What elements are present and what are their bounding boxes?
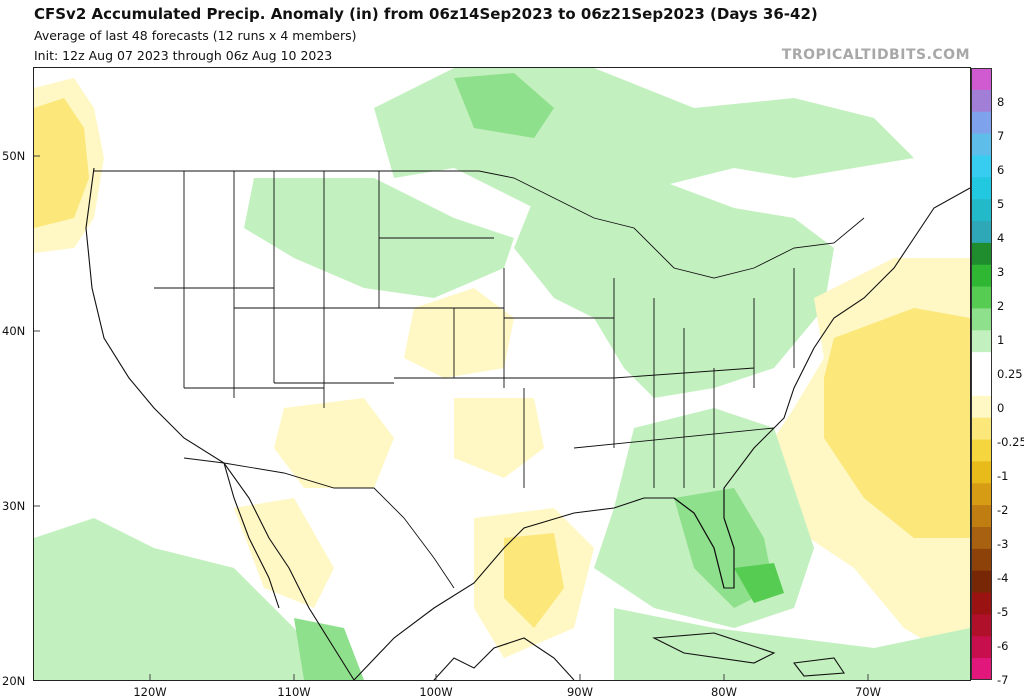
chart-subtitle: Average of last 48 forecasts (12 runs x … [34, 28, 357, 43]
colorbar-label: -6 [997, 639, 1009, 653]
anomaly-shading [34, 68, 970, 680]
colorbar-label: -7 [997, 673, 1009, 687]
colorbar-label: -2 [997, 503, 1009, 517]
colorbar-label: 1 [997, 333, 1005, 347]
colorbar-swatch [971, 264, 992, 288]
colorbar-swatch [971, 395, 992, 419]
lon-label-70w: 70W [854, 685, 882, 699]
state-lines-central [379, 237, 614, 488]
wet-area-mexico-pacific [34, 518, 334, 680]
colorbar-swatch [971, 111, 992, 135]
graticule [34, 155, 869, 680]
cuba [651, 632, 776, 664]
colorbar-label: 7 [997, 129, 1005, 143]
colorbar-swatch [971, 221, 992, 244]
west-coast [85, 167, 355, 680]
colorbar [971, 68, 992, 680]
borders [94, 170, 865, 589]
colorbar-swatch [971, 352, 992, 375]
wet-area-caribbean [614, 608, 970, 680]
canada-border [94, 170, 865, 279]
colorbar-label: 2 [997, 299, 1005, 313]
colorbar-swatch [971, 330, 992, 353]
colorbar-swatch [971, 155, 992, 178]
dry-area-texas [454, 398, 544, 478]
colorbar-label: -0.25 [997, 435, 1024, 449]
lat-label-30n: 30N [2, 499, 26, 513]
colorbar-swatch [971, 439, 992, 462]
site-credit: TROPICALTIDBITS.COM [781, 47, 970, 63]
wet-area-bahamas [734, 563, 784, 603]
colorbar-label: 6 [997, 163, 1005, 177]
colorbar-label: -1 [997, 469, 1009, 483]
colorbar-swatch [971, 199, 992, 222]
colorbar-swatch [971, 177, 992, 200]
colorbar-swatch [971, 417, 992, 441]
chart-title: CFSv2 Accumulated Precip. Anomaly (in) f… [34, 5, 818, 23]
colorbar-label: 4 [997, 231, 1005, 245]
lat-label-40n: 40N [2, 324, 26, 338]
colorbar-swatch [971, 614, 992, 637]
state-lines-west [154, 171, 454, 408]
colorbar-label: -4 [997, 571, 1009, 585]
wet-area-mexico-core [294, 618, 364, 680]
colorbar-label: 8 [997, 95, 1005, 109]
lon-label-110w: 110W [277, 685, 311, 699]
colorbar-label: 0.25 [997, 367, 1023, 381]
init-subtitle: Init: 12z Aug 07 2023 through 06z Aug 10… [34, 48, 333, 63]
colorbar-label: 3 [997, 265, 1005, 279]
lon-label-80w: 80W [710, 685, 738, 699]
wet-area-great-lakes [514, 178, 834, 398]
colorbar-swatch [971, 242, 992, 266]
dry-area-southwest [274, 398, 394, 488]
colorbar-swatch [971, 505, 992, 528]
wet-area-ontario [454, 73, 554, 138]
state-lines-east [573, 268, 795, 488]
map-canvas [34, 68, 970, 680]
colorbar-swatch [971, 592, 992, 615]
dry-area-gulf-core [504, 533, 564, 628]
florida-peninsula [673, 488, 735, 589]
dry-area-central-plains [404, 288, 514, 378]
lon-label-90w: 90W [566, 685, 594, 699]
dry-area-pacific-nw-core [34, 98, 89, 228]
colorbar-swatch [971, 89, 992, 113]
lat-label-20n: 20N [2, 674, 26, 688]
colorbar-swatch [971, 374, 992, 397]
colorbar-swatch [971, 461, 992, 484]
hispaniola [792, 657, 845, 677]
dry-area-atlantic-core [824, 308, 970, 538]
lon-label-120w: 120W [133, 685, 167, 699]
yucatan-coast [433, 637, 575, 680]
coastlines [85, 167, 970, 680]
colorbar-swatch [971, 133, 992, 156]
precip-anomaly-map [33, 67, 971, 681]
colorbar-label: 5 [997, 197, 1005, 211]
colorbar-swatch [971, 483, 992, 506]
colorbar-label: -3 [997, 537, 1009, 551]
colorbar-label: -5 [997, 605, 1009, 619]
mexico-border [183, 457, 455, 589]
colorbar-swatch [971, 636, 992, 659]
colorbar-swatch [971, 527, 992, 550]
dry-area-baja [234, 498, 334, 608]
colorbar-label: 0 [997, 401, 1005, 415]
colorbar-swatch [971, 68, 992, 91]
colorbar-swatch [971, 548, 992, 572]
colorbar-swatch [971, 286, 992, 309]
lat-label-50n: 50N [2, 149, 26, 163]
colorbar-swatch [971, 658, 992, 680]
lon-label-100w: 100W [419, 685, 453, 699]
colorbar-swatch [971, 308, 992, 331]
colorbar-swatch [971, 570, 992, 594]
baja-peninsula [223, 462, 280, 609]
